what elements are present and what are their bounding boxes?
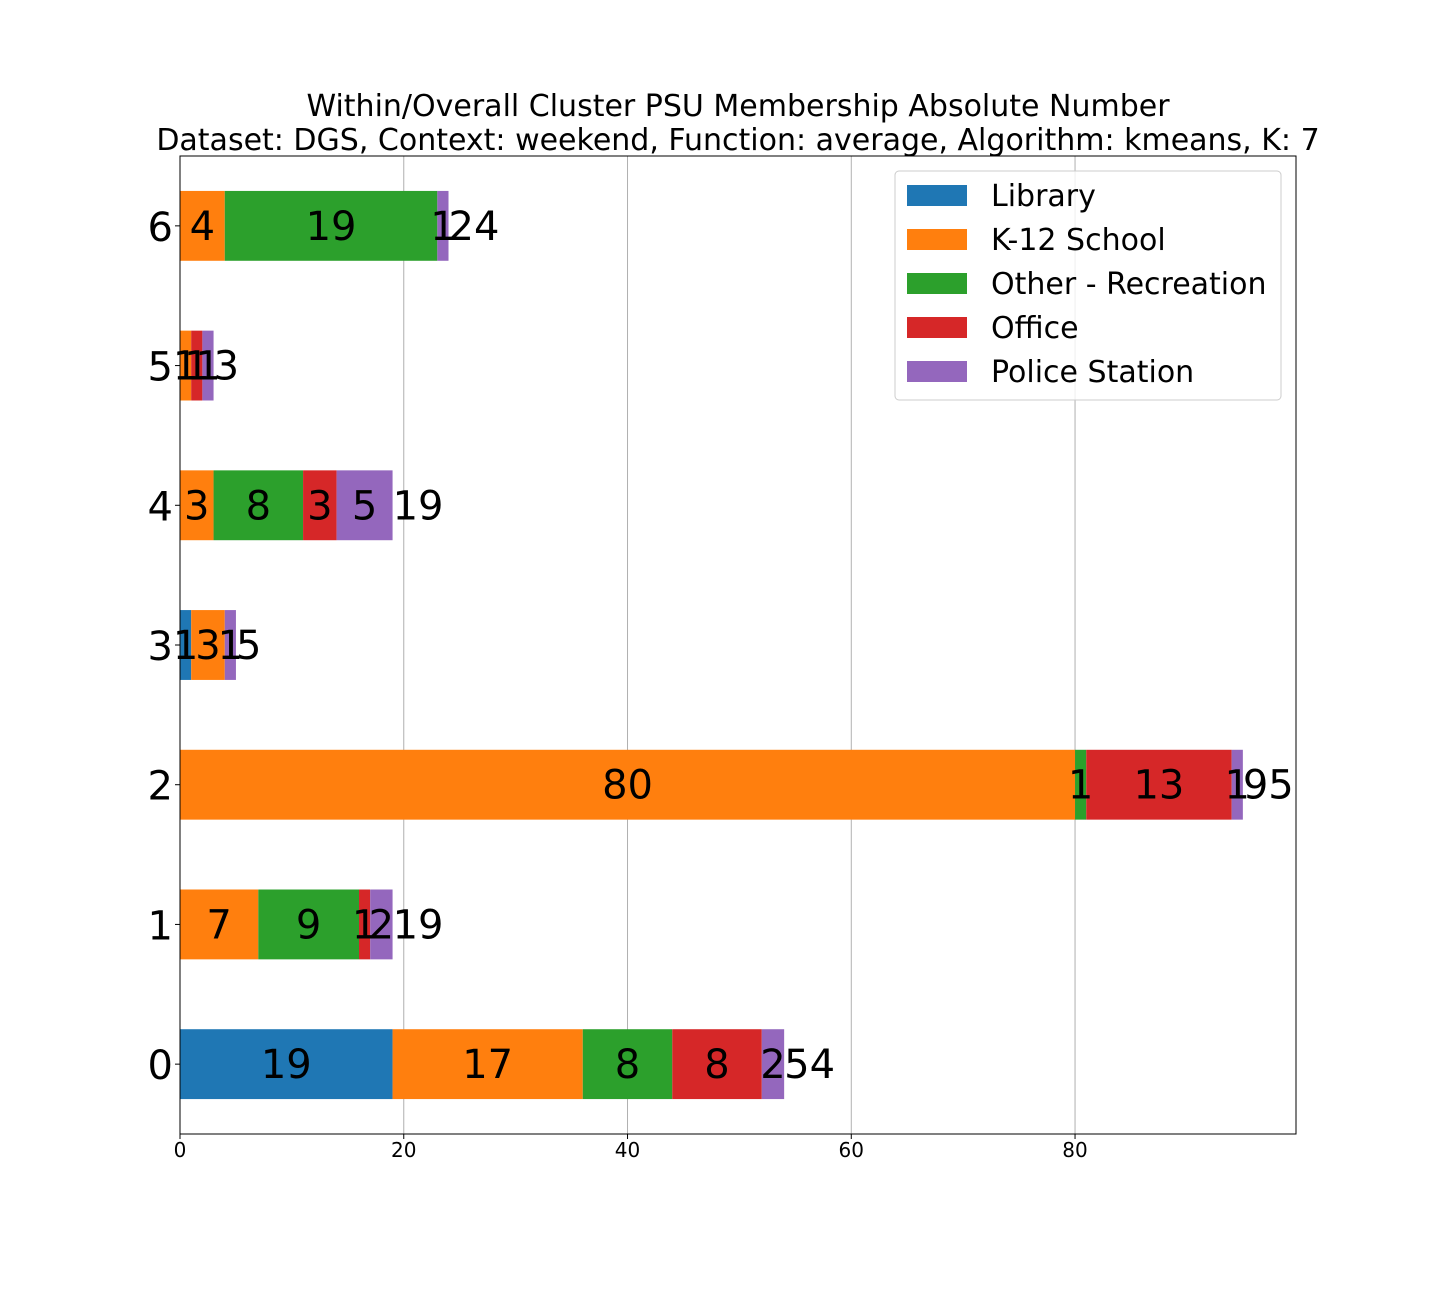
total-value-label: 54 (784, 1042, 835, 1088)
chart-title: Within/Overall Cluster PSU Membership Ab… (306, 89, 1170, 124)
segment-value-label: 1 (352, 902, 377, 948)
segment-value-label: 1 (1225, 763, 1250, 809)
bar-segment (303, 470, 337, 541)
bar-segment (437, 190, 449, 261)
plot-frame (179, 155, 1297, 1135)
bar-segment (180, 1029, 393, 1100)
bar-segment (180, 190, 225, 261)
segment-value-label: 19 (261, 1042, 312, 1088)
chart-subtitle: Dataset: DGS, Context: weekend, Function… (156, 123, 1319, 158)
segment-value-label: 1 (430, 204, 455, 250)
segment-value-label: 7 (206, 902, 231, 948)
total-value-label: 5 (236, 623, 261, 669)
total-value-label: 19 (393, 902, 444, 948)
bar-segment (180, 610, 192, 680)
legend-label: Library (991, 179, 1096, 214)
legend-label: Office (991, 311, 1079, 346)
bar-segment (191, 330, 203, 401)
bar-segment (213, 470, 304, 541)
segment-value-label: 19 (306, 204, 357, 250)
bar-segment (582, 1029, 673, 1100)
legend-box (894, 170, 1282, 401)
segment-value-label: 1 (1068, 763, 1093, 809)
segment-value-label: 1 (218, 623, 243, 669)
segment-value-label: 17 (462, 1042, 513, 1088)
segment-value-label: 1 (173, 344, 198, 390)
segment-value-label: 1 (173, 623, 198, 669)
legend-swatch (907, 361, 967, 382)
bar-segment (761, 1029, 785, 1100)
y-tick-label: 2 (148, 764, 173, 810)
bar-segment (180, 749, 1076, 820)
bar-segment (224, 610, 236, 680)
x-tick-label: 0 (174, 1138, 187, 1162)
bar-segment (359, 889, 371, 960)
bar-segment (180, 470, 214, 541)
legend-label: K-12 School (991, 223, 1166, 258)
y-tick-label: 1 (148, 903, 173, 949)
segment-value-label: 4 (190, 204, 215, 250)
segment-value-label: 3 (307, 483, 332, 529)
bar-segment (191, 610, 225, 680)
legend-swatch (907, 229, 967, 250)
x-tick-label: 20 (391, 1138, 416, 1162)
legend-label: Police Station (991, 355, 1194, 390)
bar-segment (224, 190, 438, 261)
legend-swatch (907, 185, 967, 206)
legend-swatch (907, 317, 967, 338)
segment-value-label: 8 (246, 483, 271, 529)
y-tick-label: 0 (148, 1043, 173, 1089)
x-tick-label: 80 (1062, 1138, 1087, 1162)
bar-segment (370, 889, 393, 960)
total-value-label: 95 (1243, 763, 1294, 809)
total-value-label: 24 (449, 204, 500, 250)
bar-segment (258, 889, 360, 960)
segment-value-label: 13 (1133, 763, 1184, 809)
bar-segment (1086, 749, 1232, 820)
segment-value-label: 8 (615, 1042, 640, 1088)
y-tick-label: 3 (148, 624, 173, 670)
bar-segment (202, 330, 214, 401)
legend-swatch (907, 273, 967, 294)
segment-value-label: 9 (296, 902, 321, 948)
bar-segment (336, 470, 393, 541)
segment-value-label: 8 (704, 1042, 729, 1088)
total-value-label: 19 (393, 483, 444, 529)
y-tick-label: 4 (148, 484, 173, 530)
bar-segment (1075, 749, 1087, 820)
y-tick-label: 6 (148, 205, 173, 251)
segment-value-label: 2 (760, 1042, 785, 1088)
x-tick-label: 60 (839, 1138, 864, 1162)
segment-value-label: 3 (195, 623, 220, 669)
segment-value-label: 2 (369, 902, 394, 948)
bar-segment (672, 1029, 762, 1100)
segment-value-label: 3 (184, 483, 209, 529)
x-tick-label: 40 (615, 1138, 640, 1162)
bar-segment (180, 330, 192, 401)
bars (180, 190, 1243, 1100)
segment-value-label: 5 (352, 483, 377, 529)
legend-label: Other - Recreation (991, 267, 1267, 302)
y-tick-label: 5 (148, 345, 173, 391)
bar-segment (392, 1029, 583, 1100)
total-value-label: 3 (214, 344, 239, 390)
segment-value-label: 80 (602, 763, 653, 809)
legend: Library K-12 School Other - Recreation Offi… (894, 170, 1282, 401)
segment-value-label: 1 (184, 344, 209, 390)
bar-segment (180, 889, 259, 960)
segment-value-label: 1 (195, 344, 220, 390)
bar-segment (1231, 749, 1243, 820)
